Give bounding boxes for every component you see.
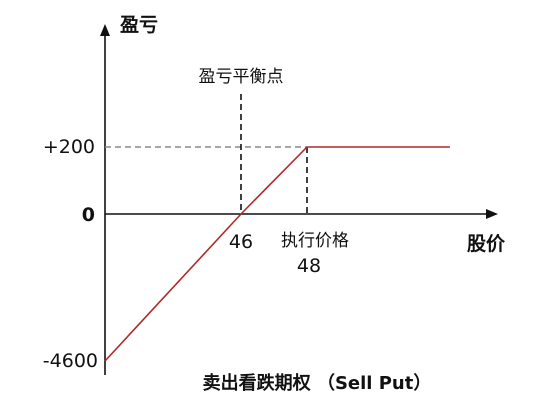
chart-title: 卖出看跌期权 （Sell Put） (203, 372, 432, 394)
y-tick-label-plus-200: +200 (43, 136, 95, 158)
breakeven-annotation: 盈亏平衡点 (199, 67, 284, 87)
payoff-series-line (104, 146, 450, 362)
y-tick-label-zero: 0 (82, 204, 95, 226)
breakeven-x-label: 46 (229, 231, 253, 253)
strike-x-label: 48 (297, 255, 321, 277)
strike-annotation: 执行价格 (281, 231, 349, 251)
y-tick-label-minus-4600: -4600 (43, 350, 98, 372)
x-axis-label: 股价 (467, 233, 506, 255)
y-axis-label: 盈亏 (119, 14, 158, 36)
